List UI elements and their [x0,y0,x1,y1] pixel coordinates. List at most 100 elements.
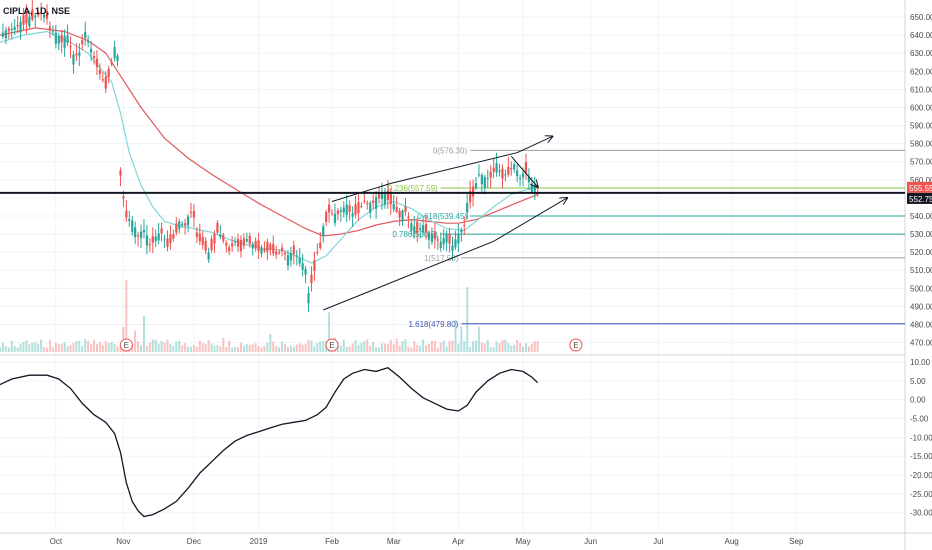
candle-up [513,164,516,170]
candle-down [213,233,216,244]
candle-down [316,251,319,253]
oscillator-layer [0,366,539,518]
candle-up [128,219,131,221]
candle-up [289,253,292,261]
candle-up [301,263,304,270]
volume-bar [19,343,22,352]
candle-down [266,242,269,252]
volume-bar [430,340,433,352]
candle-up [251,243,254,249]
earnings-label: E [573,341,578,350]
candle-up [333,213,337,224]
osc-tick-label: -30.00 [910,509,932,518]
candle-up [295,255,298,257]
volume-bar [498,343,501,352]
candle-up [401,210,404,222]
candle-up [477,174,481,176]
candle-down [404,206,407,212]
candle-up [207,252,210,260]
candle-down [436,239,439,241]
candle-up [34,15,37,17]
volume-bar [289,345,292,352]
volume-bar [13,346,16,352]
volume-bar [533,341,536,352]
osc-tick-label: 0.00 [910,396,926,405]
volume-bar [522,347,525,352]
candle-down [236,239,240,247]
volume-bar [272,341,275,352]
candle-down [330,213,334,215]
candle-down [122,196,125,199]
candle-down [463,224,466,226]
candle-down [201,237,204,245]
candle-up [339,210,342,212]
volume-bar [219,346,222,352]
volume-bar [81,346,84,352]
volume-bar [187,346,190,352]
candle-up [521,173,525,178]
candle-up [89,48,93,53]
volume-bar [372,342,375,352]
candle-down [469,190,472,203]
candle-down [48,26,52,31]
volume-bar [78,340,81,352]
volume-bar [145,345,148,352]
candle-up [298,258,301,264]
candle-up [42,14,46,18]
osc-tick-label: -25.00 [910,490,932,499]
candle-up [54,32,57,44]
volume-bar [307,339,310,352]
price-tick-label: 510.00 [910,266,932,275]
candle-down [501,168,504,179]
lower-channel-trendline [323,198,567,311]
candle-down [184,223,187,226]
volume-bar [248,344,251,352]
osc-tick-label: -15.00 [910,452,932,461]
volume-bar [166,339,169,352]
volume-bar [457,343,460,352]
candle-down [283,252,287,255]
volume-bar [257,346,260,352]
candle-up [430,234,434,242]
volume-bar [275,346,278,352]
candle-down [92,55,96,58]
level-price-badge [907,192,932,204]
candle-down [492,167,495,172]
volume-bar [439,342,442,352]
candle-down [101,79,104,81]
volume-bar [427,343,430,352]
volume-bar [392,344,395,352]
volume-bar [286,346,289,352]
volume-bar [266,342,269,352]
volume-bar [260,347,263,352]
volume-bar [201,342,204,352]
candle-up [13,26,16,30]
price-tick-label: 470.00 [910,339,932,348]
slow-moving-average-line [0,27,538,237]
volume-bar [469,346,472,352]
time-tick-label: Mar [387,537,401,546]
candle-up [369,202,372,213]
volume-bar [401,341,404,352]
price-tick-label: 600.00 [910,103,932,112]
candle-up [233,241,237,243]
volume-bar [95,343,98,352]
volume-bar [142,316,145,352]
earnings-label: E [124,341,129,350]
volume-bar [342,339,345,352]
volume-bar [480,342,483,352]
price-tick-label: 480.00 [910,320,932,329]
candle-down [313,260,316,271]
time-tick-label: Jul [653,537,663,546]
candle-up [498,170,501,172]
volume-bar [28,344,31,352]
candle-down [280,247,284,252]
candle-up [439,241,442,249]
candle-down [228,247,231,252]
earnings-label: E [329,341,334,350]
time-tick-label: Sep [789,537,804,546]
price-tick-label: 530.00 [910,230,932,239]
candle-down [278,251,281,253]
time-tick-label: Apr [452,537,465,546]
